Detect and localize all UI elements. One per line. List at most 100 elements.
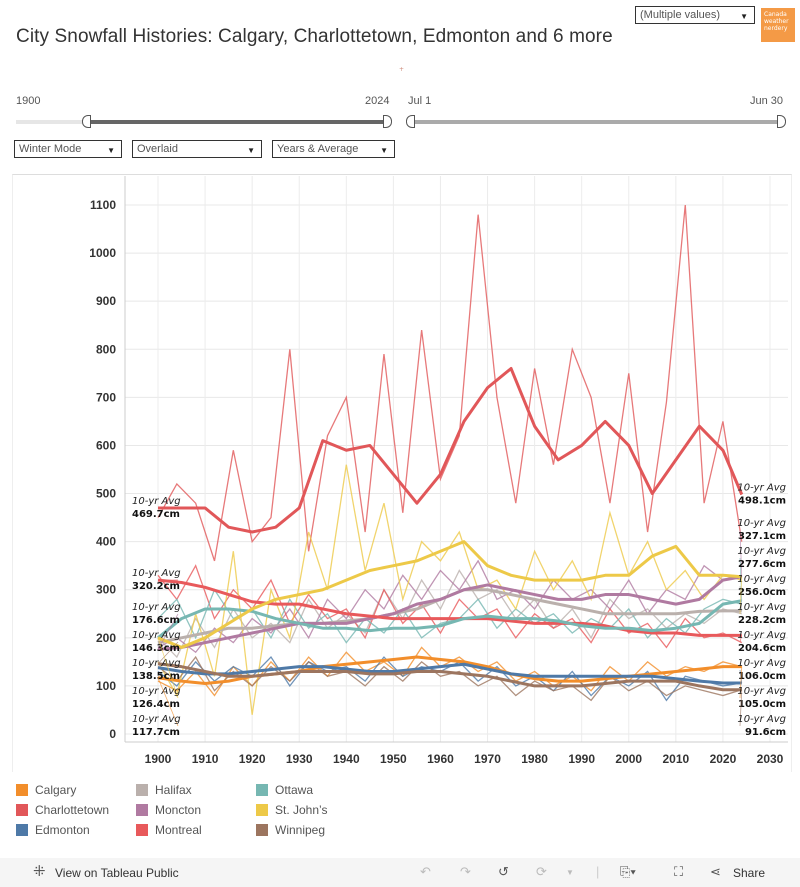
y-tick-label: 1000 — [89, 246, 116, 260]
avg-line-moncton — [157, 575, 743, 651]
legend-swatch — [256, 784, 268, 796]
day-slider-range[interactable] — [410, 120, 780, 124]
avg-label-value: 498.1cm — [738, 495, 786, 506]
legend-item[interactable]: Moncton — [136, 803, 201, 817]
x-tick-label: 1950 — [380, 752, 407, 766]
chevron-down-icon: ▼ — [107, 146, 115, 155]
y-tick-label: 900 — [96, 294, 116, 308]
share-icon[interactable]: ⋖ — [710, 864, 721, 879]
page-title: City Snowfall Histories: Calgary, Charlo… — [16, 26, 613, 47]
legend-swatch — [136, 804, 148, 816]
city-filter-dropdown[interactable]: (Multiple values) ▼ — [635, 6, 755, 24]
annual-line-montreal — [157, 564, 743, 649]
y-tick-label: 400 — [96, 535, 116, 549]
view-on-tableau-link[interactable]: View on Tableau Public — [55, 866, 179, 880]
avg-line-edmonton — [157, 662, 742, 685]
avg-line-winnipeg — [157, 662, 742, 692]
layout-value: Overlaid — [137, 143, 178, 155]
legend-item[interactable]: Charlottetown — [16, 803, 109, 817]
legend-swatch — [16, 784, 28, 796]
year-start-handle[interactable] — [82, 115, 91, 128]
avg-label-leader — [157, 677, 179, 727]
legend-label: Charlottetown — [35, 803, 110, 817]
chevron-down-icon: ▼ — [247, 146, 255, 155]
avg-label-prefix: 10-yr Avg — [737, 658, 786, 669]
legend-label: Edmonton — [35, 823, 90, 837]
legend-item[interactable]: Winnipeg — [256, 823, 325, 837]
annual-line-charlottetown — [157, 204, 743, 562]
legend-item[interactable]: Edmonton — [16, 823, 90, 837]
legend-label: Calgary — [35, 783, 77, 797]
avg-line-st-john-s — [157, 540, 742, 649]
fullscreen-icon[interactable]: ⛶ — [674, 864, 684, 879]
legend-label: Winnipeg — [275, 823, 326, 837]
avg-label-value: 138.5cm — [132, 671, 180, 682]
x-tick-label: 1930 — [286, 752, 313, 766]
redo-icon[interactable]: ↷ — [460, 864, 471, 879]
avg-label-prefix: 10-yr Avg — [132, 568, 181, 579]
avg-label-value: 277.6cm — [738, 559, 786, 570]
y-tick-label: 0 — [109, 727, 116, 741]
avg-line-montreal — [157, 578, 742, 637]
avg-label-prefix: 10-yr Avg — [132, 658, 181, 669]
year-end-handle[interactable] — [383, 115, 392, 128]
download-icon[interactable]: ⎘▾ — [620, 864, 636, 879]
legend-item[interactable]: St. John’s — [256, 803, 327, 817]
snowfall-chart[interactable]: 0 100 200 300 400 500 600 700 800 900 1000 1100 1900… — [0, 0, 800, 780]
legend-item[interactable]: Halifax — [136, 783, 192, 797]
legend-item[interactable]: Montreal — [136, 823, 202, 837]
day-end-label: Jun 30 — [750, 95, 784, 107]
logo[interactable]: Canada weather nerdery — [761, 8, 795, 42]
avg-label-leader — [739, 689, 743, 727]
divider: | — [596, 864, 600, 879]
avg-label-value: 228.2cm — [738, 615, 786, 626]
chart-frame — [12, 174, 792, 772]
tableau-icon[interactable]: ⁜ — [33, 863, 46, 880]
avg-label-leader — [739, 576, 743, 615]
avg-label-prefix: 10-yr Avg — [132, 714, 181, 725]
avg-label-leader — [739, 635, 743, 643]
x-tick-label: 1960 — [427, 752, 454, 766]
avg-label-prefix: 10-yr Avg — [132, 496, 181, 507]
avg-label-value: 320.2cm — [132, 581, 180, 592]
x-tick-label: 1910 — [192, 752, 219, 766]
legend-swatch — [136, 824, 148, 836]
display-dropdown[interactable]: Years & Average ▼ — [272, 140, 395, 158]
chevron-down-icon[interactable]: ▼ — [566, 868, 574, 877]
x-tick-label: 1920 — [239, 752, 266, 766]
day-start-handle[interactable] — [406, 115, 415, 128]
legend-label: Montreal — [155, 823, 202, 837]
year-start-label: 1900 — [16, 95, 41, 107]
layout-dropdown[interactable]: Overlaid ▼ — [132, 140, 262, 158]
legend-item[interactable]: Ottawa — [256, 783, 313, 797]
y-tick-label: 800 — [96, 342, 116, 356]
mode-dropdown[interactable]: Winter Mode ▼ — [14, 140, 122, 158]
avg-label-prefix: 10-yr Avg — [737, 602, 786, 613]
year-slider-range[interactable] — [86, 120, 387, 124]
annual-line-moncton — [157, 559, 742, 654]
avg-label-prefix: 10-yr Avg — [132, 686, 181, 697]
avg-label-prefix: 10-yr Avg — [132, 630, 181, 641]
y-tick-label: 100 — [96, 679, 116, 693]
avg-label-value: 117.7cm — [132, 727, 180, 738]
x-tick-label: 1900 — [145, 752, 172, 766]
avg-label-leader — [157, 641, 179, 665]
legend-item[interactable]: Calgary — [16, 783, 76, 797]
annual-line-halifax — [157, 569, 742, 659]
avg-label-prefix: 10-yr Avg — [737, 686, 786, 697]
undo-icon[interactable]: ↶ — [420, 864, 431, 879]
city-filter-value: (Multiple values) — [640, 9, 721, 21]
mode-value: Winter Mode — [19, 143, 82, 155]
avg-label-leader — [157, 613, 179, 650]
share-button[interactable]: Share — [733, 866, 766, 880]
day-end-handle[interactable] — [777, 115, 786, 128]
legend-swatch — [16, 824, 28, 836]
x-tick-label: 2000 — [615, 752, 642, 766]
legend: Calgary Charlottetown Edmonton Halifax Monct… — [16, 783, 416, 843]
avg-label-value: 146.3cm — [132, 643, 180, 654]
year-slider-track[interactable] — [16, 120, 86, 124]
avg-label-value: 256.0cm — [738, 587, 786, 598]
revert-icon[interactable]: ↺ — [498, 864, 509, 879]
avg-label-prefix: 10-yr Avg — [737, 518, 786, 529]
refresh-icon[interactable]: ⟳ — [536, 864, 547, 879]
